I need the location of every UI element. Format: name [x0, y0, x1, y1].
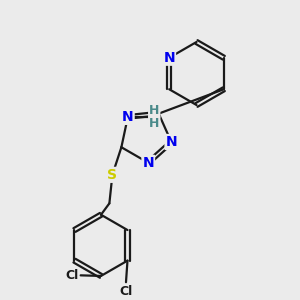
- Text: N: N: [164, 51, 175, 65]
- Text: H: H: [149, 104, 159, 117]
- Text: N: N: [142, 156, 154, 170]
- Text: S: S: [107, 168, 117, 182]
- Text: H: H: [149, 117, 159, 130]
- Text: Cl: Cl: [119, 285, 133, 298]
- Text: N: N: [122, 110, 134, 124]
- Text: N: N: [166, 135, 177, 149]
- Text: Cl: Cl: [65, 269, 78, 282]
